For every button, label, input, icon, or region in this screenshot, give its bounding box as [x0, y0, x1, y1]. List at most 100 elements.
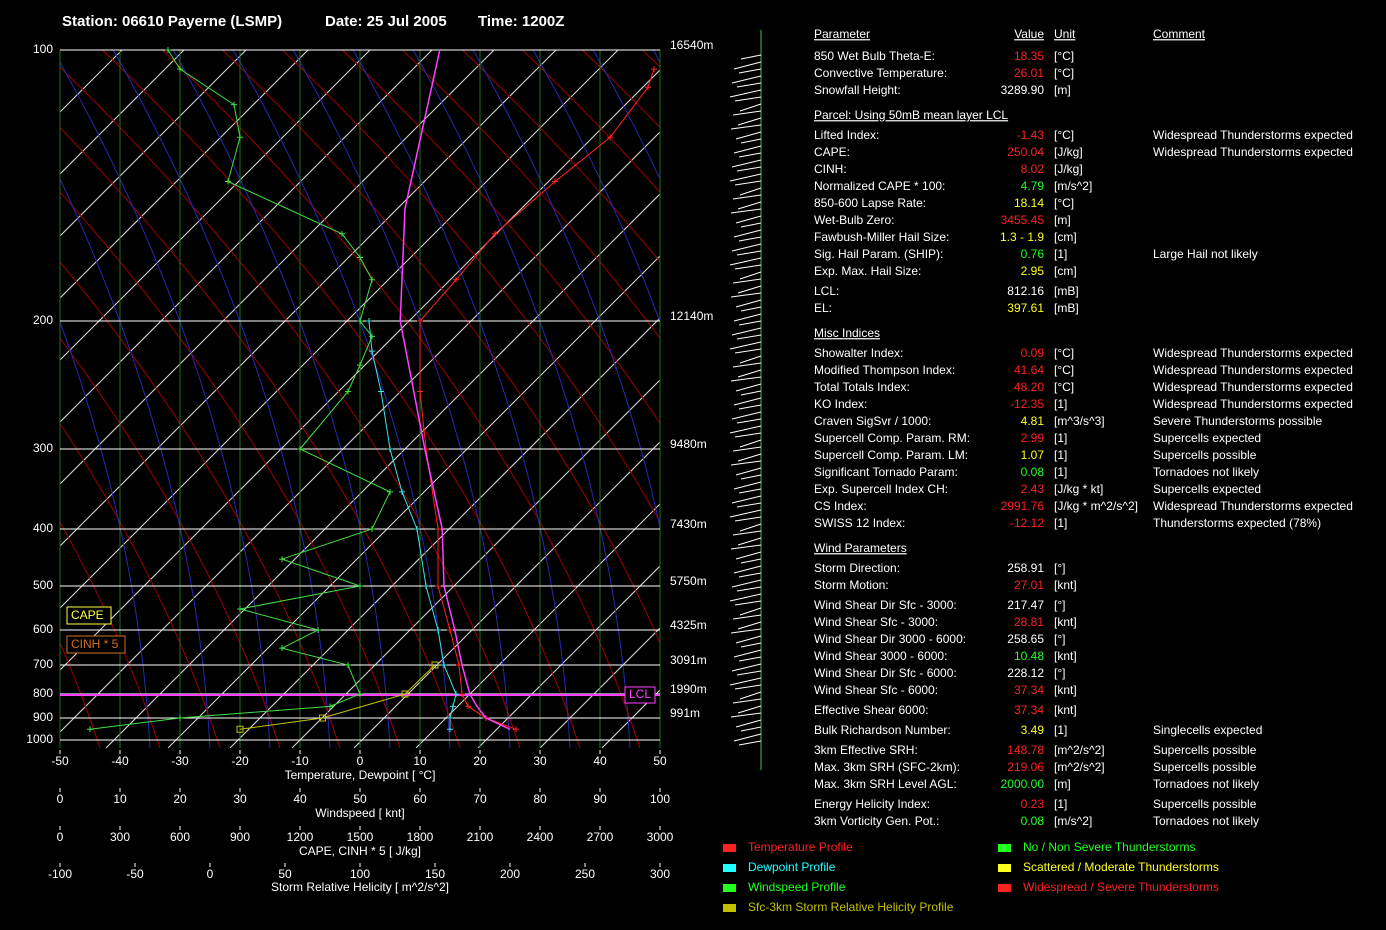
param-comment: Supercells possible: [1153, 448, 1257, 462]
param-name: Wind Shear Sfc - 6000:: [814, 683, 938, 697]
srh-point: [431, 661, 439, 669]
param-value: 3289.90: [1001, 83, 1045, 97]
wind-barb: [732, 530, 762, 536]
param-value: 0.08: [1021, 465, 1045, 479]
param-name: Wind Shear Sfc - 3000:: [814, 615, 938, 629]
param-value: 4.79: [1021, 179, 1045, 193]
tick-label: 2100: [467, 830, 494, 844]
profile-point: [450, 703, 456, 710]
param-name: Storm Motion:: [814, 578, 889, 592]
param-name: Fawbush-Miller Hail Size:: [814, 230, 949, 244]
wind-barb: [739, 355, 762, 364]
height-label: 991m: [670, 706, 700, 720]
wind-barb: [738, 488, 762, 494]
param-value: 8.02: [1021, 162, 1045, 176]
profile-point: [345, 662, 351, 668]
diagonal-line: [229, 317, 660, 748]
legend-swatch: [723, 884, 736, 892]
legend-swatch: [723, 904, 736, 912]
diagonal-line: [539, 627, 660, 748]
date: Date: 25 Jul 2005: [325, 13, 447, 30]
diagonal-line: [415, 503, 660, 748]
profile-point: [279, 556, 285, 563]
tick-label: 0: [57, 830, 64, 844]
param-name: Showalter Index:: [814, 346, 903, 360]
tick-label: 30: [233, 792, 247, 806]
tick-label: 100: [350, 867, 370, 881]
wind-barb: [735, 383, 762, 392]
moist-adiabat: [112, 50, 331, 748]
wind-barb: [740, 222, 762, 228]
profile-point: [315, 627, 321, 633]
moist-adiabat: [292, 50, 511, 748]
dry-adiabat: [60, 422, 221, 748]
tick-label: -10: [291, 754, 309, 768]
param-name: EL:: [814, 301, 832, 315]
tick-label: 150: [425, 867, 445, 881]
wind-barb: [731, 75, 762, 84]
wind-barb: [730, 712, 762, 718]
param-name: Lifted Index:: [814, 128, 879, 142]
wind-barb: [736, 418, 762, 424]
diagonal-line: [60, 50, 433, 423]
profile-point: [339, 230, 345, 237]
param-value: 812.16: [1007, 284, 1044, 298]
time: Time: 1200Z: [478, 13, 564, 30]
param-comment: Widespread Thunderstorms expected: [1153, 380, 1353, 394]
profile-point: [435, 526, 441, 532]
profile-point: [387, 488, 393, 495]
wind-barb: [732, 110, 762, 116]
wind-barb: [737, 201, 762, 210]
param-unit: [1]: [1054, 723, 1067, 737]
wind-barb: [732, 194, 762, 200]
diagonal-line: [291, 379, 660, 748]
wind-barb: [734, 600, 762, 606]
legend-swatch: [998, 864, 1011, 872]
profile-point: [435, 627, 441, 633]
wind-barb: [737, 453, 762, 462]
moist-adiabat: [412, 50, 631, 748]
wind-barb: [735, 551, 762, 560]
wind-barb: [736, 586, 762, 592]
station: Station: 06610 Payerne (LSMP): [62, 13, 282, 30]
param-comment: Large Hail not likely: [1153, 247, 1258, 261]
profile-srh: [239, 664, 436, 730]
wind-barb: [736, 502, 762, 508]
param-name: CINH:: [814, 162, 847, 176]
height-label: 4325m: [670, 618, 707, 632]
profile-point: [357, 254, 363, 261]
dry-adiabat: [161, 50, 641, 748]
wind-barb: [739, 103, 762, 112]
srh-point: [319, 714, 326, 722]
diagonal-line: [60, 50, 619, 609]
profile-point: [651, 66, 657, 73]
tick-label: 70: [473, 792, 487, 806]
profile-point: [279, 645, 285, 652]
dry-adiabat: [60, 191, 401, 748]
table-header: Unit: [1054, 27, 1076, 41]
wind-barb: [729, 89, 762, 98]
tick-label: 10: [413, 754, 427, 768]
wind-barb: [738, 320, 762, 326]
param-value: 0.09: [1021, 346, 1045, 360]
param-name: KO Index:: [814, 397, 867, 411]
pressure-label: 300: [33, 441, 53, 455]
tick-label: 20: [173, 792, 187, 806]
param-name: Craven SigSvr / 1000:: [814, 414, 931, 428]
lcl-box: [624, 686, 656, 704]
wind-barb: [740, 306, 762, 312]
wind-barb: [729, 257, 762, 266]
wind-barb: [736, 250, 762, 256]
param-value: 250.04: [1007, 145, 1044, 159]
profile-point: [417, 388, 423, 395]
wind-barb: [733, 733, 762, 742]
wind-barb: [732, 446, 762, 452]
param-value: 397.61: [1007, 301, 1044, 315]
lcl-label: LCL: [629, 687, 651, 701]
profile-point: [417, 318, 423, 324]
profile-point: [552, 178, 558, 185]
param-value: 2991.76: [1001, 499, 1045, 513]
diagonal-line: [60, 131, 660, 733]
tick-label: 1800: [407, 830, 434, 844]
legend-swatch: [723, 864, 736, 872]
